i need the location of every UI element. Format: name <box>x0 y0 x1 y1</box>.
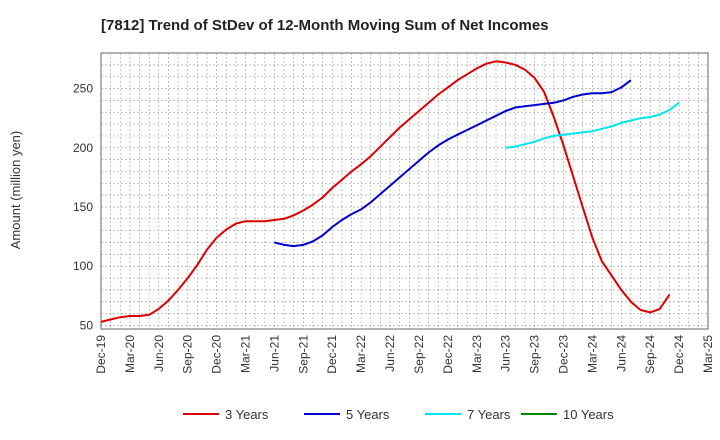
x-tick-label: Sep-20 <box>181 335 195 374</box>
x-tick-label: Jun-20 <box>152 335 166 372</box>
legend: 3 Years 5 Years 7 Years 10 Years <box>183 407 614 422</box>
legend-label-5-years: 5 Years <box>346 407 390 422</box>
x-tick-label: Mar-23 <box>470 335 484 373</box>
series-line-7-years <box>505 101 680 149</box>
legend-label-7-years: 7 Years <box>467 407 511 422</box>
plot-frame <box>100 52 709 330</box>
y-tick-label: 50 <box>80 318 94 332</box>
x-tick-label: Dec-19 <box>94 335 108 374</box>
x-tick-label: Jun-24 <box>614 335 628 372</box>
y-axis-label: Amount (million yen) <box>8 131 23 250</box>
x-tick-label: Sep-24 <box>643 335 657 374</box>
x-tick-label: Sep-23 <box>528 335 542 374</box>
y-tick-label: 100 <box>73 259 93 273</box>
x-tick-label: Mar-22 <box>354 335 368 373</box>
series-line-3-years <box>100 60 671 323</box>
x-tick-label: Dec-20 <box>210 335 224 374</box>
x-tick-label: Jun-21 <box>267 335 281 372</box>
x-tick-label: Mar-24 <box>585 335 599 373</box>
x-tick-label: Sep-22 <box>412 335 426 374</box>
x-tick-label: Dec-21 <box>325 335 339 374</box>
y-tick-label: 150 <box>73 200 93 214</box>
x-tick-label: Sep-21 <box>296 335 310 374</box>
grid <box>100 52 709 329</box>
y-tick-label: 200 <box>73 141 93 155</box>
x-tick-label: Dec-22 <box>441 335 455 374</box>
chart-title: [7812] Trend of StDev of 12-Month Moving… <box>101 17 549 34</box>
x-tick-label: Jun-23 <box>499 335 513 372</box>
y-tick-label: 250 <box>73 82 93 96</box>
x-tick-label: Jun-22 <box>383 335 397 372</box>
legend-label-3-years: 3 Years <box>225 407 269 422</box>
y-ticks: 50 100 150 200 250 <box>73 82 93 333</box>
x-tick-label: Mar-25 <box>701 335 715 373</box>
x-tick-label: Dec-23 <box>556 335 570 374</box>
series-lines <box>100 60 680 323</box>
legend-label-10-years: 10 Years <box>563 407 614 422</box>
x-tick-label: Mar-20 <box>123 335 137 373</box>
x-tick-label: Dec-24 <box>672 335 686 374</box>
x-tick-label: Mar-21 <box>239 335 253 373</box>
x-ticks: Dec-19 Mar-20 Jun-20 Sep-20 Dec-20 Mar-21 Jun-… <box>94 335 715 374</box>
series-line-5-years <box>274 79 632 248</box>
